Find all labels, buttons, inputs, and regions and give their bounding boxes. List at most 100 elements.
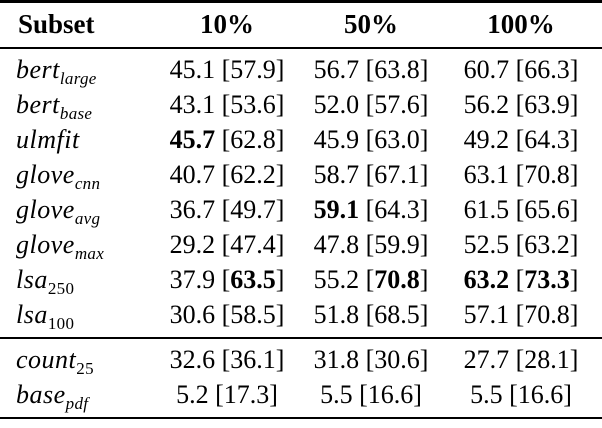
bracket-value: 68.5	[374, 300, 420, 329]
row-label-base: ulmfit	[16, 125, 80, 154]
main-value: 52.5	[463, 230, 510, 259]
bracket-value: 70.8	[524, 160, 570, 189]
value-cell: 36.7 [49.7]	[169, 195, 285, 224]
row-label-base: lsa	[16, 265, 48, 294]
main-value: 63.2	[463, 265, 510, 294]
value-cell: 5.2 [17.3]	[176, 380, 278, 409]
table-row: bertlarge 45.1 [57.9] 56.7 [63.8] 60.7 [66.…	[0, 48, 602, 88]
bracket-value: 63.8	[374, 55, 420, 84]
main-value: 29.2	[169, 230, 216, 259]
value-cell: 57.1 [70.8]	[440, 298, 602, 339]
row-label: gloveavg	[0, 193, 152, 228]
bracket-value: 66.3	[524, 55, 570, 84]
table-row: bertbase 43.1 [53.6] 52.0 [57.6] 56.2 [63.9…	[0, 88, 602, 123]
main-value: 27.7	[463, 345, 510, 374]
main-value: 40.7	[169, 160, 216, 189]
value-cell: 52.5 [63.2]	[463, 230, 579, 259]
bracket-value: 70.8	[374, 265, 420, 294]
main-value: 59.1	[313, 195, 360, 224]
bracket-value: 16.6	[517, 380, 564, 409]
table-row: ulmfit 45.7 [62.8] 45.9 [63.0] 49.2 [64.3]	[0, 123, 602, 158]
main-value: 57.1	[463, 300, 510, 329]
row-label-subscript: pdf	[65, 394, 89, 414]
bracket-value: 67.1	[374, 160, 420, 189]
main-value: 5.2	[176, 380, 209, 409]
value-cell: 58.7 [67.1]	[313, 160, 429, 189]
table-row: basepdf 5.2 [17.3] 5.5 [16.6] 5.5 [16.6]	[0, 378, 602, 418]
table-row: lsa250 37.9 [63.5] 55.2 [70.8] 63.2 [73.3]	[0, 263, 602, 298]
value-cell: 56.7 [63.8]	[313, 55, 429, 84]
bracket-value: 59.9	[374, 230, 420, 259]
bracket-value: 57.9	[230, 55, 276, 84]
main-value: 30.6	[169, 300, 216, 329]
row-label-subscript: large	[59, 69, 97, 89]
value-cell: 49.2 [64.3]	[463, 125, 579, 154]
main-value: 56.7	[313, 55, 360, 84]
main-value: 45.7	[169, 125, 216, 154]
value-cell: 30.6 [58.5]	[152, 298, 302, 339]
row-label-subscript: 250	[47, 279, 75, 299]
main-value: 37.9	[169, 265, 216, 294]
value-cell: 63.2 [73.3]	[463, 265, 579, 294]
main-value: 58.7	[313, 160, 360, 189]
main-value: 52.0	[313, 90, 360, 119]
bracket-value: 62.8	[230, 125, 276, 154]
header-row: Subset 10% 50% 100%	[0, 1, 602, 49]
col-header-subset: Subset	[0, 1, 152, 49]
bracket-value: 70.8	[524, 300, 570, 329]
value-cell: 31.8 [30.6]	[313, 345, 429, 374]
main-value: 43.1	[169, 90, 216, 119]
row-label: bertlarge	[0, 48, 152, 88]
bracket-value: 63.2	[524, 230, 570, 259]
value-cell: 5.5 [16.6]	[320, 380, 422, 409]
table-header: Subset 10% 50% 100%	[0, 1, 602, 49]
value-cell: 59.1 [64.3]	[313, 195, 429, 224]
value-cell: 27.7 [28.1]	[463, 345, 579, 374]
bracket-value: 49.7	[230, 195, 276, 224]
row-label-base: bert	[16, 55, 60, 84]
bracket-value: 63.9	[524, 90, 570, 119]
bracket-value: 64.3	[524, 125, 570, 154]
bracket-value: 28.1	[524, 345, 570, 374]
bracket-value: 53.6	[230, 90, 276, 119]
value-cell: 32.6 [36.1]	[169, 345, 285, 374]
bracket-value: 58.5	[230, 300, 276, 329]
table-row: glovecnn 40.7 [62.2] 58.7 [67.1] 63.1 [70.8…	[0, 158, 602, 193]
main-value: 47.8	[313, 230, 360, 259]
value-cell: 55.2 [70.8]	[313, 265, 429, 294]
main-value: 31.8	[313, 345, 360, 374]
row-label-base: bert	[16, 90, 60, 119]
value-cell: 37.9 [63.5]	[169, 265, 285, 294]
row-label: glovecnn	[0, 158, 152, 193]
value-cell: 5.5 [16.6]	[470, 380, 572, 409]
table-row: lsa100 30.6 [58.5] 51.8 [68.5] 57.1 [70.8]	[0, 298, 602, 339]
main-value: 49.2	[463, 125, 510, 154]
value-cell: 52.0 [57.6]	[313, 90, 429, 119]
value-cell: 29.2 [47.4]	[169, 230, 285, 259]
main-value: 63.1	[463, 160, 510, 189]
main-value: 55.2	[313, 265, 360, 294]
results-table: Subset 10% 50% 100% bertlarge 45.1 [57.9]…	[0, 0, 602, 419]
row-label-subscript: cnn	[74, 174, 101, 194]
row-label-base: glove	[16, 195, 75, 224]
col-header-100pct: 100%	[440, 1, 602, 49]
row-label-base: count	[16, 345, 77, 374]
baseline-rows-group: count25 32.6 [36.1] 31.8 [30.6] 27.7 [28.1]…	[0, 338, 602, 418]
main-value: 45.1	[169, 55, 216, 84]
table-row: count25 32.6 [36.1] 31.8 [30.6] 27.7 [28.1]	[0, 338, 602, 378]
bracket-value: 17.3	[223, 380, 270, 409]
row-label-base: glove	[16, 160, 75, 189]
table-row: glovemax 29.2 [47.4] 47.8 [59.9] 52.5 [63.2…	[0, 228, 602, 263]
bracket-value: 62.2	[230, 160, 276, 189]
row-label: lsa250	[0, 263, 152, 298]
table-row: gloveavg 36.7 [49.7] 59.1 [64.3] 61.5 [65.6…	[0, 193, 602, 228]
bracket-value: 16.6	[367, 380, 414, 409]
bracket-value: 36.1	[230, 345, 276, 374]
row-label: bertbase	[0, 88, 152, 123]
row-label: ulmfit	[0, 123, 152, 158]
main-value: 56.2	[463, 90, 510, 119]
bracket-value: 65.6	[524, 195, 570, 224]
row-label-base: base	[16, 380, 66, 409]
value-cell: 43.1 [53.6]	[169, 90, 285, 119]
model-rows-group: bertlarge 45.1 [57.9] 56.7 [63.8] 60.7 [66.…	[0, 48, 602, 339]
